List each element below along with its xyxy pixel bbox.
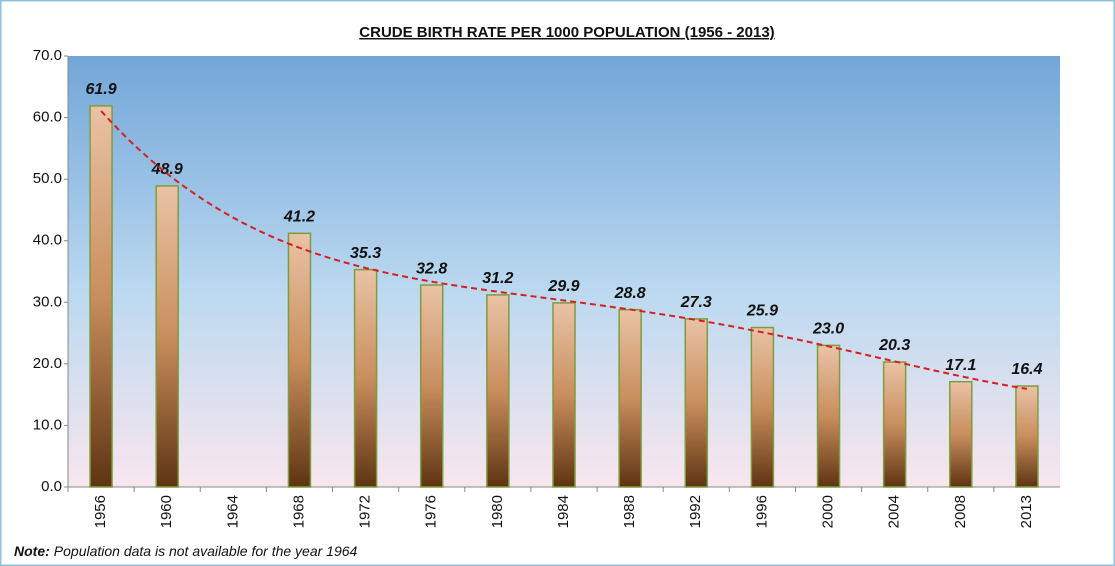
x-tick-label: 1964 <box>224 495 241 528</box>
bar <box>419 284 444 488</box>
x-tick-label: 1996 <box>753 495 770 528</box>
chart-title: CRUDE BIRTH RATE PER 1000 POPULATION (19… <box>359 24 774 41</box>
value-label: 23.0 <box>812 321 844 338</box>
y-tick-label: 20.0 <box>33 355 62 372</box>
bar <box>353 268 378 488</box>
value-label: 29.9 <box>547 278 579 295</box>
bar <box>486 294 510 488</box>
value-label: 17.1 <box>945 357 976 374</box>
y-tick-label: 30.0 <box>33 293 62 310</box>
y-tick-label: 70.0 <box>33 47 62 64</box>
bar <box>949 380 973 488</box>
value-label: 16.4 <box>1011 361 1042 378</box>
y-tick-label: 0.0 <box>41 478 62 495</box>
x-tick-label: 1980 <box>489 495 506 528</box>
y-tick-label: 60.0 <box>33 109 62 126</box>
y-tick-label: 40.0 <box>33 232 62 249</box>
x-tick-label: 2013 <box>1018 495 1035 528</box>
note-text: Population data is not available for the… <box>54 543 358 559</box>
x-tick-label: 1984 <box>555 495 572 528</box>
value-label: 32.8 <box>416 260 447 277</box>
bar <box>750 326 775 488</box>
bar <box>618 308 642 488</box>
value-label: 48.9 <box>151 161 183 178</box>
x-tick-label: 1976 <box>423 495 440 528</box>
value-label: 61.9 <box>85 81 116 98</box>
x-tick-label: 1992 <box>687 495 704 528</box>
trend-line <box>100 110 1028 390</box>
bar <box>684 318 709 488</box>
y-tick-label: 10.0 <box>33 416 62 433</box>
value-label: 27.3 <box>680 294 712 311</box>
note-label: Note: <box>14 543 50 559</box>
x-tick-label: 2000 <box>820 495 837 528</box>
value-label: 25.9 <box>746 303 778 320</box>
bar <box>287 232 312 488</box>
x-tick-label: 1956 <box>92 495 109 528</box>
value-label: 41.2 <box>283 209 315 226</box>
note: Note: Population data is not available fo… <box>14 543 358 559</box>
bar <box>816 344 841 488</box>
x-tick-label: 1968 <box>290 495 307 528</box>
x-tick-label: 1988 <box>621 495 638 528</box>
x-tick-label: 2004 <box>886 495 903 528</box>
bar <box>155 185 179 488</box>
x-tick-label: 1972 <box>357 495 374 528</box>
y-tick-label: 50.0 <box>33 170 62 187</box>
value-label: 20.3 <box>878 337 910 354</box>
value-label: 35.3 <box>350 245 381 262</box>
bar <box>882 361 907 488</box>
bar <box>1015 385 1039 488</box>
bar <box>552 302 576 488</box>
x-tick-label: 2008 <box>952 495 969 528</box>
bar <box>89 105 113 488</box>
value-label: 31.2 <box>482 270 513 287</box>
value-label: 28.8 <box>614 285 646 302</box>
x-tick-label: 1960 <box>158 495 175 528</box>
